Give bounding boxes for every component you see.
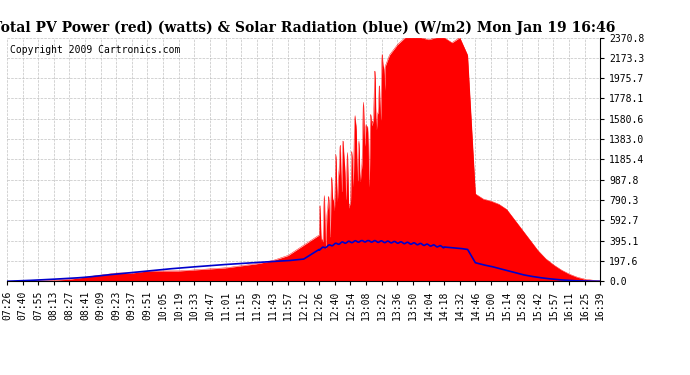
Title: Total PV Power (red) (watts) & Solar Radiation (blue) (W/m2) Mon Jan 19 16:46: Total PV Power (red) (watts) & Solar Rad… bbox=[0, 21, 615, 35]
Text: Copyright 2009 Cartronics.com: Copyright 2009 Cartronics.com bbox=[10, 45, 180, 55]
